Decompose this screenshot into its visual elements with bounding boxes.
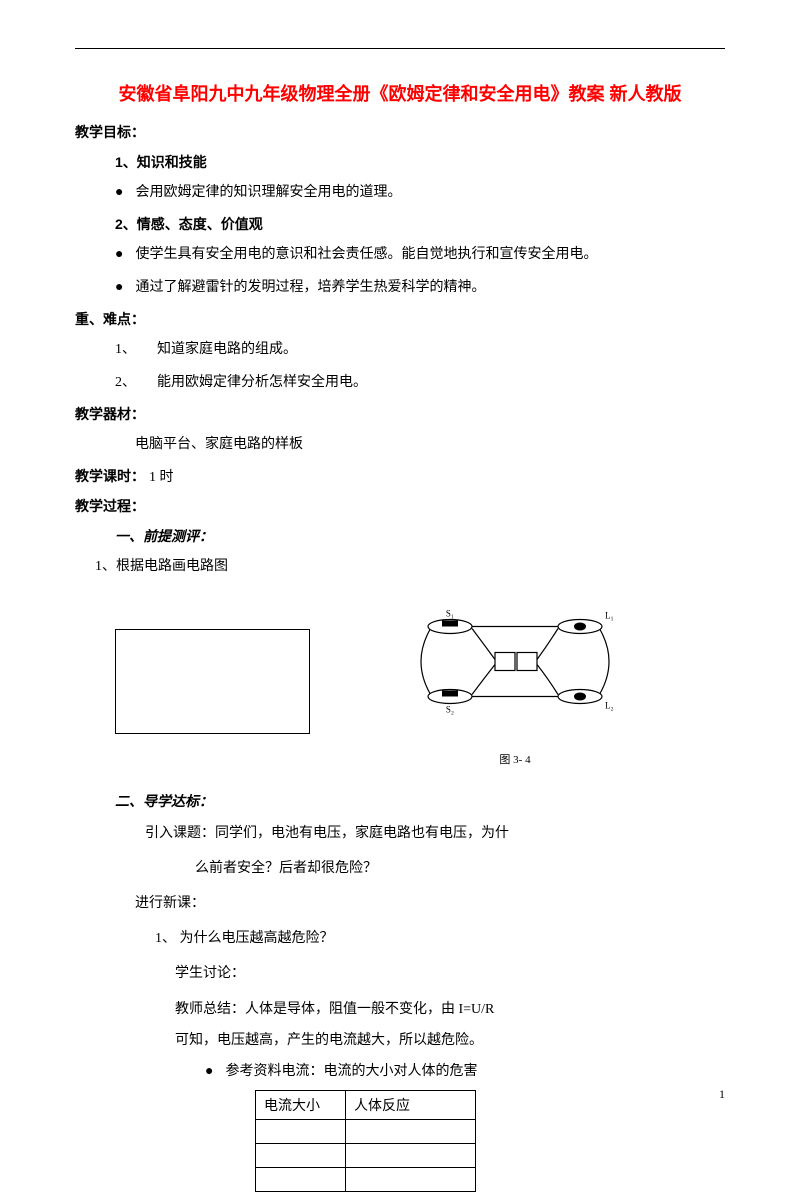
guide-label: 二、导学达标： bbox=[115, 791, 725, 811]
hours-label: 教学课时： bbox=[75, 468, 145, 484]
table-row bbox=[256, 1168, 476, 1192]
materials-text: 电脑平台、家庭电路的样板 bbox=[135, 434, 725, 456]
intro-line-2: 么前者安全？后者却很危险？ bbox=[195, 856, 725, 881]
circuit-diagram-wrapper: S₁ L₁ S₂ L₂ 图 3- 4 bbox=[400, 597, 630, 767]
top-divider bbox=[75, 48, 725, 49]
process-label: 教学过程： bbox=[75, 496, 725, 516]
circuit-caption: 图 3- 4 bbox=[400, 751, 630, 767]
page-number: 1 bbox=[719, 1087, 725, 1102]
table-row: 电流大小 人体反应 bbox=[256, 1091, 476, 1120]
question-1: 1、 为什么电压越高越危险？ bbox=[155, 926, 725, 951]
goals-2-heading: 2、情感、态度、价值观 bbox=[115, 214, 725, 234]
pretest-question: 1、根据电路画电路图 bbox=[95, 556, 725, 578]
hours-value: 1 时 bbox=[149, 470, 174, 485]
svg-text:L₁: L₁ bbox=[605, 610, 614, 620]
answer-box bbox=[115, 629, 310, 734]
newlesson-label: 进行新课： bbox=[135, 891, 725, 916]
materials-label: 教学器材： bbox=[75, 404, 725, 424]
reference-bullet: 参考资料电流：电流的大小对人体的危害 bbox=[205, 1059, 725, 1084]
goals-1-bullet: 会用欧姆定律的知识理解安全用电的道理。 bbox=[115, 182, 725, 204]
goals-2-bullet-1: 使学生具有安全用电的意识和社会责任感。能自觉地执行和宣传安全用电。 bbox=[115, 244, 725, 266]
goals-label: 教学目标： bbox=[75, 122, 725, 142]
table-header-2: 人体反应 bbox=[346, 1091, 476, 1120]
difficulty-1: 1、 知道家庭电路的组成。 bbox=[115, 339, 725, 361]
document-title: 安徽省阜阳九中九年级物理全册《欧姆定律和安全用电》教案 新人教版 bbox=[75, 80, 725, 106]
hours-row: 教学课时： 1 时 bbox=[75, 466, 725, 486]
goals-1-heading: 1、知识和技能 bbox=[115, 152, 725, 172]
student-discuss: 学生讨论： bbox=[175, 961, 725, 986]
difficulty-label: 重、难点： bbox=[75, 309, 725, 329]
table-header-1: 电流大小 bbox=[256, 1091, 346, 1120]
difficulty-2: 2、 能用欧姆定律分析怎样安全用电。 bbox=[115, 372, 725, 394]
teacher-summary-1: 教师总结：人体是导体，阻值一般不变化，由 I=U/R bbox=[175, 997, 725, 1022]
current-effect-table: 电流大小 人体反应 bbox=[255, 1090, 476, 1192]
table-row bbox=[256, 1144, 476, 1168]
svg-text:S₂: S₂ bbox=[446, 704, 454, 714]
teacher-summary-2: 可知，电压越高，产生的电流越大，所以越危险。 bbox=[175, 1028, 725, 1053]
svg-text:S₁: S₁ bbox=[446, 608, 454, 618]
intro-line-1: 引入课题：同学们，电池有电压，家庭电路也有电压，为什 bbox=[145, 821, 725, 846]
circuit-diagram: S₁ L₁ S₂ L₂ bbox=[400, 597, 630, 742]
pretest-label: 一、前提测评： bbox=[115, 526, 725, 546]
diagram-row: S₁ L₁ S₂ L₂ 图 3- 4 bbox=[115, 597, 725, 767]
svg-text:L₂: L₂ bbox=[605, 700, 614, 710]
goals-2-bullet-2: 通过了解避雷针的发明过程，培养学生热爱科学的精神。 bbox=[115, 277, 725, 299]
